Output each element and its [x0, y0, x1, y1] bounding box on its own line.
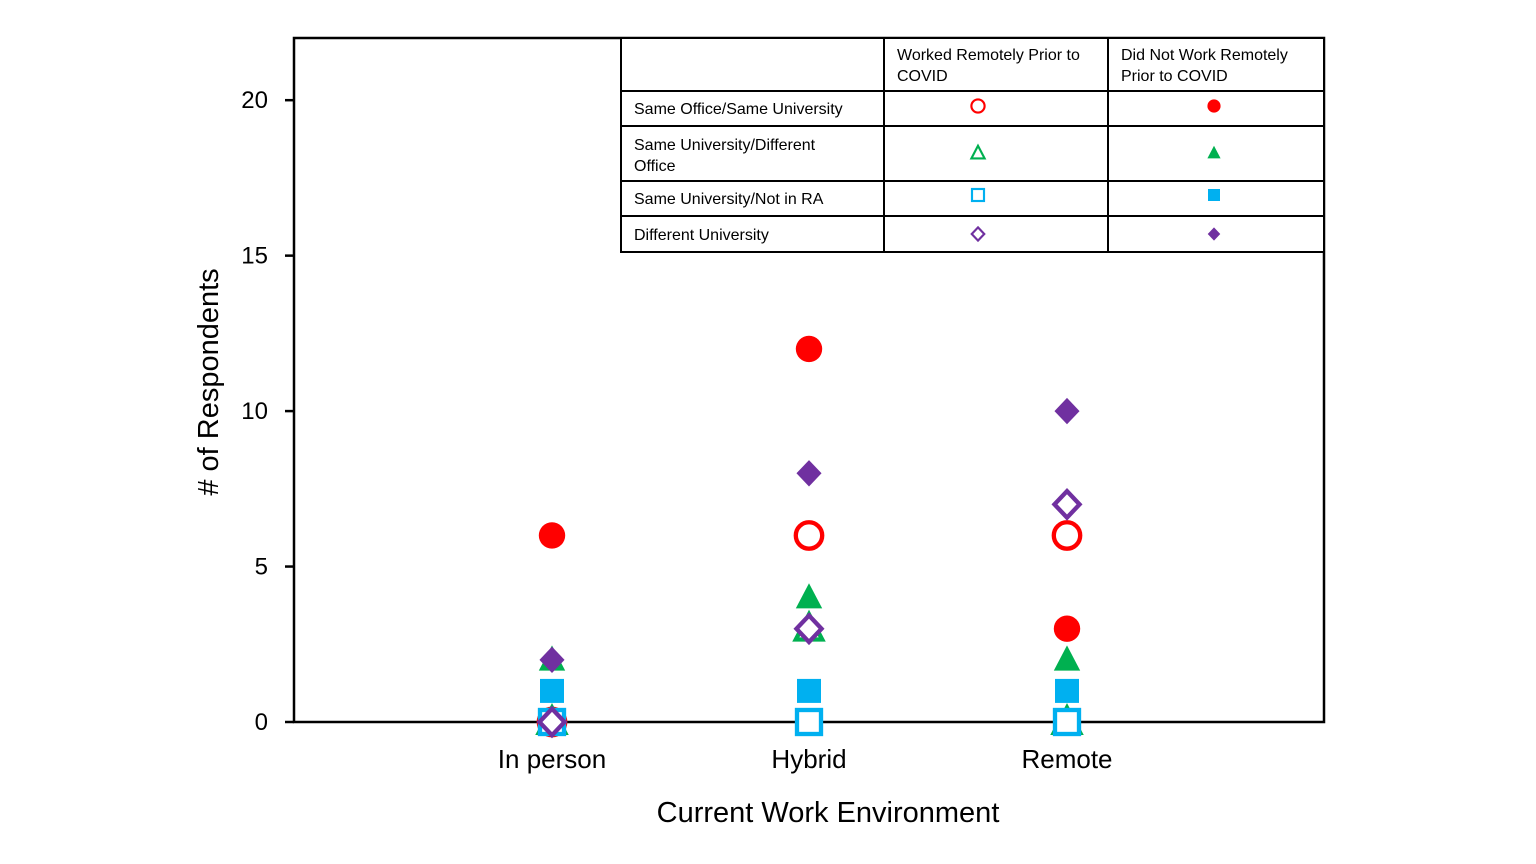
- x-axis-ticks: In person Hybrid Remote: [498, 744, 1113, 774]
- point-circle-filled: [1053, 615, 1081, 642]
- y-tick-label: 0: [255, 709, 268, 736]
- x-axis-title: Current Work Environment: [657, 797, 1000, 829]
- legend-diamond-filled-icon: [1207, 227, 1221, 241]
- legend-row-label: Same University/Different Office: [634, 137, 816, 175]
- legend-table: Worked Remotely Prior to COVID Did Not Wor…: [620, 37, 1325, 253]
- legend-triangle-filled-icon: [1207, 145, 1221, 159]
- y-tick-label: 5: [255, 554, 268, 581]
- point-diamond-filled: [796, 460, 822, 487]
- point-square-open: [794, 707, 824, 737]
- y-axis-title: # of Respondents: [193, 268, 225, 495]
- point-diamond-open: [536, 705, 568, 739]
- y-tick-label: 20: [241, 87, 268, 114]
- point-diamond-open: [793, 612, 825, 646]
- legend-circle-open-icon: [970, 98, 986, 114]
- point-square-open: [1052, 707, 1082, 737]
- legend-row-label: Same University/Not in RA: [634, 191, 824, 208]
- legend-row-label: Same Office/Same University: [634, 101, 843, 118]
- point-triangle-filled: [1053, 645, 1081, 671]
- point-circle-filled: [795, 335, 823, 363]
- point-diamond-filled: [1054, 397, 1080, 425]
- x-tick-label: Remote: [1021, 744, 1112, 774]
- x-tick-label: In person: [498, 744, 606, 774]
- point-diamond-open: [1051, 488, 1083, 521]
- legend-square-open-icon: [970, 187, 986, 203]
- y-axis-ticks: 0 5 10 15 20: [241, 87, 294, 736]
- point-triangle-filled: [795, 583, 823, 609]
- legend-column-header: Did Not Work Remotely Prior to COVID: [1121, 47, 1288, 85]
- legend-circle-filled-icon: [1207, 99, 1221, 113]
- x-tick-label: Hybrid: [771, 744, 846, 774]
- point-square-filled: [1055, 678, 1079, 703]
- legend-triangle-open-icon: [969, 143, 987, 160]
- point-square-filled: [797, 678, 821, 703]
- data-points: [535, 335, 1084, 739]
- legend-diamond-open-icon: [970, 225, 986, 243]
- point-circle-filled: [538, 522, 566, 549]
- legend-row-label: Different University: [634, 227, 769, 244]
- point-circle-open: [793, 520, 825, 551]
- y-tick-label: 10: [241, 398, 268, 425]
- y-tick-label: 15: [241, 243, 268, 270]
- legend-column-header: Worked Remotely Prior to COVID: [897, 47, 1080, 85]
- legend-square-filled-icon: [1208, 189, 1220, 201]
- point-circle-open: [1051, 520, 1083, 551]
- point-diamond-filled: [539, 646, 565, 674]
- point-square-filled: [540, 678, 564, 703]
